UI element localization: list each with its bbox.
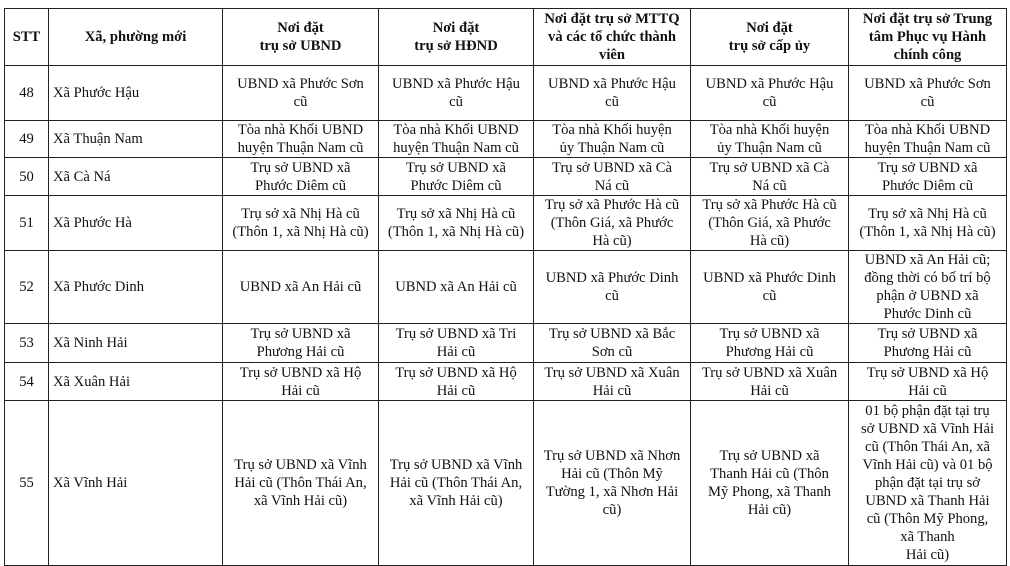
- stt-cell: 49: [4, 120, 49, 158]
- party-committee-location: Trụ sở UBND xã Xuân Hải cũ: [690, 362, 849, 401]
- ubnd-location: Trụ sở UBND xã Hộ Hải cũ: [222, 362, 379, 401]
- public-service-center-location: Trụ sở xã Nhị Hà cũ (Thôn 1, xã Nhị Hà c…: [848, 195, 1007, 251]
- public-service-center-location: Trụ sở UBND xã Phương Hải cũ: [848, 323, 1007, 363]
- stt-cell: 53: [4, 323, 49, 363]
- ubnd-location: Trụ sở xã Nhị Hà cũ (Thôn 1, xã Nhị Hà c…: [222, 195, 379, 251]
- header-mttq: Nơi đặt trụ sở MTTQ và các tổ chức thành…: [533, 8, 691, 66]
- table-row: 52 Xã Phước Dinh UBND xã An Hải cũ UBND xã …: [4, 250, 1007, 324]
- ubnd-location: Trụ sở UBND xã Vĩnh Hải cũ (Thôn Thái An…: [222, 400, 379, 566]
- header-commune: Xã, phường mới: [48, 8, 223, 66]
- commune-name: Xã Ninh Hải: [48, 323, 223, 363]
- party-committee-location: Tòa nhà Khối huyện ủy Thuận Nam cũ: [690, 120, 849, 158]
- stt-cell: 52: [4, 250, 49, 324]
- header-row: STT Xã, phường mới Nơi đặt trụ sở UBND N…: [4, 8, 1007, 66]
- party-committee-location: Trụ sở UBND xã Thanh Hải cũ (Thôn Mỹ Pho…: [690, 400, 849, 566]
- commune-name: Xã Thuận Nam: [48, 120, 223, 158]
- commune-name: Xã Xuân Hải: [48, 362, 223, 401]
- commune-name: Xã Cà Ná: [48, 157, 223, 196]
- table-row: 51 Xã Phước Hà Trụ sở xã Nhị Hà cũ (Thôn 1…: [4, 195, 1007, 251]
- commune-name: Xã Vĩnh Hải: [48, 400, 223, 566]
- mttq-location: UBND xã Phước Hậu cũ: [533, 65, 691, 121]
- commune-name: Xã Phước Hậu: [48, 65, 223, 121]
- ubnd-location: Tòa nhà Khối UBND huyện Thuận Nam cũ: [222, 120, 379, 158]
- hdnd-location: Trụ sở UBND xã Phước Diêm cũ: [378, 157, 534, 196]
- party-committee-location: UBND xã Phước Hậu cũ: [690, 65, 849, 121]
- party-committee-location: Trụ sở UBND xã Phương Hải cũ: [690, 323, 849, 363]
- ubnd-location: Trụ sở UBND xã Phương Hải cũ: [222, 323, 379, 363]
- header-stt: STT: [4, 8, 49, 66]
- hdnd-location: Trụ sở UBND xã Hộ Hải cũ: [378, 362, 534, 401]
- table-row: 49 Xã Thuận Nam Tòa nhà Khối UBND huyện Th…: [4, 120, 1007, 158]
- header-ubnd: Nơi đặt trụ sở UBND: [222, 8, 379, 66]
- party-committee-location: Trụ sở xã Phước Hà cũ (Thôn Giá, xã Phướ…: [690, 195, 849, 251]
- hdnd-location: Trụ sở UBND xã Vĩnh Hải cũ (Thôn Thái An…: [378, 400, 534, 566]
- hdnd-location: Tòa nhà Khối UBND huyện Thuận Nam cũ: [378, 120, 534, 158]
- header-party-committee: Nơi đặt trụ sở cấp ủy: [690, 8, 849, 66]
- mttq-location: UBND xã Phước Dinh cũ: [533, 250, 691, 324]
- stt-cell: 51: [4, 195, 49, 251]
- party-committee-location: UBND xã Phước Dinh cũ: [690, 250, 849, 324]
- public-service-center-location: Tòa nhà Khối UBND huyện Thuận Nam cũ: [848, 120, 1007, 158]
- hdnd-location: Trụ sở xã Nhị Hà cũ (Thôn 1, xã Nhị Hà c…: [378, 195, 534, 251]
- hdnd-location: UBND xã Phước Hậu cũ: [378, 65, 534, 121]
- mttq-location: Trụ sở UBND xã Nhơn Hải cũ (Thôn Mỹ Tườn…: [533, 400, 691, 566]
- header-hdnd: Nơi đặt trụ sở HĐND: [378, 8, 534, 66]
- stt-cell: 50: [4, 157, 49, 196]
- party-committee-location: Trụ sở UBND xã Cà Ná cũ: [690, 157, 849, 196]
- public-service-center-location: 01 bộ phận đặt tại trụ sở UBND xã Vĩnh H…: [848, 400, 1007, 566]
- hdnd-location: UBND xã An Hải cũ: [378, 250, 534, 324]
- public-service-center-location: UBND xã An Hải cũ; đồng thời có bố trí b…: [848, 250, 1007, 324]
- ubnd-location: Trụ sở UBND xã Phước Diêm cũ: [222, 157, 379, 196]
- commune-name: Xã Phước Hà: [48, 195, 223, 251]
- mttq-location: Trụ sở UBND xã Bắc Sơn cũ: [533, 323, 691, 363]
- public-service-center-location: Trụ sở UBND xã Phước Diêm cũ: [848, 157, 1007, 196]
- mttq-location: Trụ sở UBND xã Cà Ná cũ: [533, 157, 691, 196]
- table-row: 55 Xã Vĩnh Hải Trụ sở UBND xã Vĩnh Hải cũ …: [4, 400, 1007, 566]
- stt-cell: 54: [4, 362, 49, 401]
- stt-cell: 48: [4, 65, 49, 121]
- table-row: 48 Xã Phước Hậu UBND xã Phước Sơn cũ UBND x…: [4, 65, 1007, 121]
- mttq-location: Tòa nhà Khối huyện ủy Thuận Nam cũ: [533, 120, 691, 158]
- header-public-service-center: Nơi đặt trụ sở Trung tâm Phục vụ Hành ch…: [848, 8, 1007, 66]
- public-service-center-location: Trụ sở UBND xã Hộ Hải cũ: [848, 362, 1007, 401]
- hdnd-location: Trụ sở UBND xã Tri Hải cũ: [378, 323, 534, 363]
- commune-name: Xã Phước Dinh: [48, 250, 223, 324]
- table-row: 50 Xã Cà Ná Trụ sở UBND xã Phước Diêm cũ Tr…: [4, 157, 1007, 196]
- ubnd-location: UBND xã Phước Sơn cũ: [222, 65, 379, 121]
- table-row: 53 Xã Ninh Hải Trụ sở UBND xã Phương Hải c…: [4, 323, 1007, 363]
- mttq-location: Trụ sở UBND xã Xuân Hải cũ: [533, 362, 691, 401]
- stt-cell: 55: [4, 400, 49, 566]
- mttq-location: Trụ sở xã Phước Hà cũ (Thôn Giá, xã Phướ…: [533, 195, 691, 251]
- public-service-center-location: UBND xã Phước Sơn cũ: [848, 65, 1007, 121]
- office-location-table: STT Xã, phường mới Nơi đặt trụ sở UBND N…: [4, 8, 1007, 566]
- table-row: 54 Xã Xuân Hải Trụ sở UBND xã Hộ Hải cũ Trụ…: [4, 362, 1007, 401]
- ubnd-location: UBND xã An Hải cũ: [222, 250, 379, 324]
